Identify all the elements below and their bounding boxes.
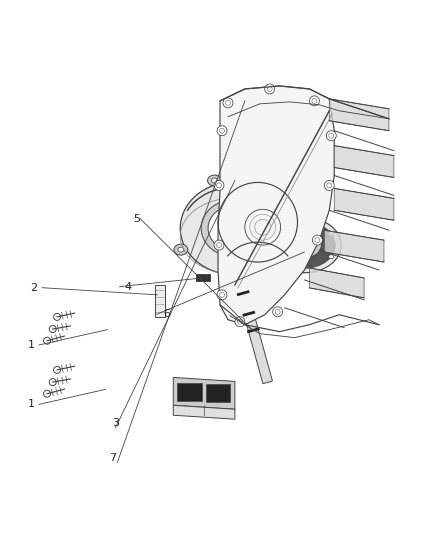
Circle shape xyxy=(326,131,336,141)
Polygon shape xyxy=(324,230,384,262)
Circle shape xyxy=(217,126,227,136)
Ellipse shape xyxy=(328,255,334,259)
Ellipse shape xyxy=(271,243,276,247)
Circle shape xyxy=(223,98,233,108)
Ellipse shape xyxy=(208,205,262,251)
Ellipse shape xyxy=(208,175,222,186)
Circle shape xyxy=(44,337,50,344)
Ellipse shape xyxy=(174,244,188,255)
Circle shape xyxy=(214,181,224,190)
Circle shape xyxy=(53,313,60,320)
Text: 1: 1 xyxy=(28,399,35,409)
Text: 3: 3 xyxy=(112,418,119,428)
Polygon shape xyxy=(173,405,235,419)
Circle shape xyxy=(53,366,60,374)
FancyBboxPatch shape xyxy=(196,274,210,281)
Circle shape xyxy=(324,181,334,190)
Circle shape xyxy=(49,378,56,385)
Text: 1: 1 xyxy=(28,340,35,350)
Text: 4: 4 xyxy=(124,281,131,292)
Circle shape xyxy=(217,290,227,300)
Text: 7: 7 xyxy=(109,454,116,463)
Ellipse shape xyxy=(297,220,302,224)
Ellipse shape xyxy=(201,199,268,257)
Circle shape xyxy=(309,96,319,106)
Ellipse shape xyxy=(274,222,335,268)
Text: 5: 5 xyxy=(133,214,140,224)
Polygon shape xyxy=(329,99,389,131)
Ellipse shape xyxy=(297,266,302,270)
Ellipse shape xyxy=(284,240,298,251)
FancyBboxPatch shape xyxy=(155,285,165,317)
Ellipse shape xyxy=(212,178,218,183)
Text: 2: 2 xyxy=(31,282,38,293)
Polygon shape xyxy=(334,146,394,177)
Polygon shape xyxy=(225,244,272,384)
Text: 6: 6 xyxy=(163,309,170,319)
FancyBboxPatch shape xyxy=(177,383,202,401)
Ellipse shape xyxy=(328,231,334,236)
Circle shape xyxy=(214,240,224,250)
Polygon shape xyxy=(218,86,334,325)
Polygon shape xyxy=(309,268,364,298)
Circle shape xyxy=(265,84,275,94)
Circle shape xyxy=(273,307,283,317)
Circle shape xyxy=(235,317,245,327)
Circle shape xyxy=(44,390,50,397)
Ellipse shape xyxy=(288,243,294,248)
Ellipse shape xyxy=(288,232,321,258)
Polygon shape xyxy=(173,377,235,409)
Ellipse shape xyxy=(300,242,308,248)
FancyBboxPatch shape xyxy=(206,384,230,402)
Ellipse shape xyxy=(180,182,290,274)
Circle shape xyxy=(49,326,56,333)
Ellipse shape xyxy=(268,217,341,273)
Circle shape xyxy=(312,235,322,245)
Ellipse shape xyxy=(178,247,184,252)
Polygon shape xyxy=(334,188,394,220)
